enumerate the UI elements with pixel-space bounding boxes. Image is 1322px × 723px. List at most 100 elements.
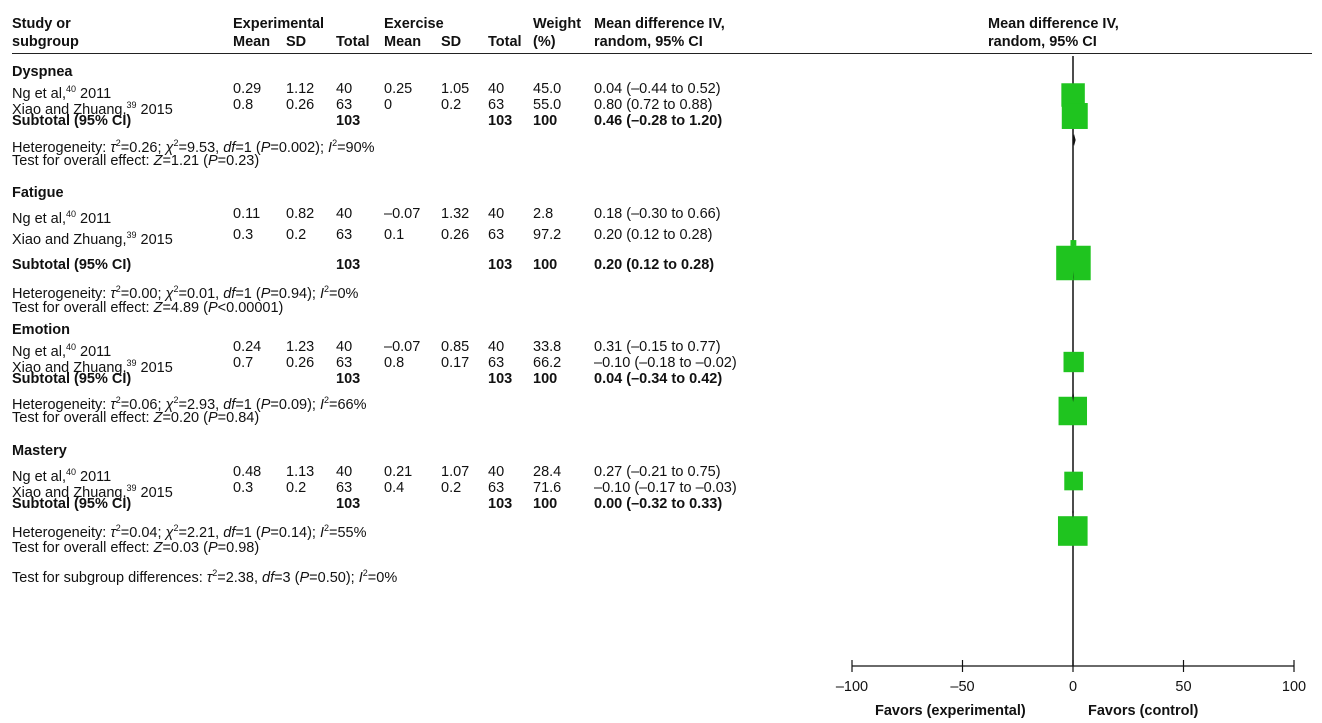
subtotal-ci: 0.46 (–0.28 to 1.20) (594, 113, 723, 129)
exp-mean: 0.7 (233, 355, 254, 371)
subtotal-exp-total: 103 (336, 257, 361, 273)
subtotal-weight: 100 (533, 113, 558, 129)
ctl-sd: 0.2 (441, 480, 462, 496)
study-label: Ng et al,40 2011 (12, 84, 112, 102)
ci-text: 0.04 (–0.44 to 0.52) (594, 81, 721, 97)
subtotal-ctl-total: 103 (488, 371, 513, 387)
study-marker (1058, 396, 1088, 426)
exp-sd: 0.26 (286, 355, 315, 371)
exp-mean: 0.48 (233, 464, 262, 480)
exp-total: 63 (336, 480, 353, 496)
subtotal-ctl-total: 103 (488, 496, 513, 512)
heterogeneity-text: Heterogeneity: τ2=0.06; χ2=2.93, df=1 (P… (12, 395, 367, 413)
header-weight-l2: (%) (533, 34, 556, 50)
header-plot-l2: random, 95% CI (988, 34, 1097, 50)
weight: 55.0 (533, 97, 562, 113)
header-exp-total: Total (336, 34, 370, 50)
exp-total: 40 (336, 81, 353, 97)
study-label: Xiao and Zhuang,39 2015 (12, 483, 173, 501)
subtotal-weight: 100 (533, 496, 558, 512)
overall-effect-text: Test for overall effect: Z=4.89 (P<0.000… (12, 300, 284, 316)
ci-text: –0.10 (–0.18 to –0.02) (594, 355, 737, 371)
subtotal-weight: 100 (533, 257, 558, 273)
study-label: Xiao and Zhuang,39 2015 (12, 100, 173, 118)
study-marker (1063, 351, 1084, 373)
header-ctl-total: Total (488, 34, 522, 50)
weight: 33.8 (533, 339, 562, 355)
exp-total: 63 (336, 227, 353, 243)
ctl-sd: 0.2 (441, 97, 462, 113)
exp-sd: 1.23 (286, 339, 315, 355)
weight: 71.6 (533, 480, 562, 496)
exp-total: 40 (336, 206, 353, 222)
x-tick-label: 0 (1069, 679, 1077, 695)
header-exp-mean: Mean (233, 34, 271, 50)
header-ctl-mean: Mean (384, 34, 422, 50)
subtotal-label: Subtotal (95% CI) (12, 496, 132, 512)
subtotal-ci: 0.20 (0.12 to 0.28) (594, 257, 715, 273)
ctl-total: 63 (488, 480, 505, 496)
ctl-sd: 1.07 (441, 464, 470, 480)
ctl-sd: 0.85 (441, 339, 470, 355)
exp-sd: 1.13 (286, 464, 315, 480)
exp-sd: 0.26 (286, 97, 315, 113)
group-title-dyspnea: Dyspnea (12, 64, 73, 80)
ctl-total: 63 (488, 227, 505, 243)
exp-sd: 0.2 (286, 227, 307, 243)
ctl-mean: 0.4 (384, 480, 405, 496)
ci-text: 0.20 (0.12 to 0.28) (594, 227, 713, 243)
subtotal-ctl-total: 103 (488, 257, 513, 273)
x-tick-label: 100 (1282, 679, 1306, 695)
group-title-emotion: Emotion (12, 322, 70, 338)
exp-mean: 0.3 (233, 227, 254, 243)
study-label: Ng et al,40 2011 (12, 342, 112, 360)
group-title-mastery: Mastery (12, 443, 67, 459)
study-label: Xiao and Zhuang,39 2015 (12, 230, 173, 248)
ci-text: 0.27 (–0.21 to 0.75) (594, 464, 721, 480)
subtotal-ctl-total: 103 (488, 113, 513, 129)
ctl-mean: 0.25 (384, 81, 413, 97)
x-axis: –100 –50 0 50 100 (836, 660, 1306, 695)
ctl-sd: 1.32 (441, 206, 470, 222)
subtotal-diamond (1072, 134, 1076, 146)
exp-mean: 0.11 (233, 206, 261, 222)
ctl-total: 40 (488, 81, 505, 97)
exp-mean: 0.8 (233, 97, 254, 113)
subtotal-label: Subtotal (95% CI) (12, 257, 132, 273)
study-marker (1061, 83, 1085, 107)
ctl-mean: –0.07 (384, 206, 421, 222)
ctl-sd: 0.17 (441, 355, 470, 371)
ctl-mean: 0 (384, 97, 393, 113)
ci-text: 0.31 (–0.15 to 0.77) (594, 339, 721, 355)
heterogeneity-text: Heterogeneity: τ2=0.00; χ2=0.01, df=1 (P… (12, 284, 359, 302)
exp-mean: 0.24 (233, 339, 262, 355)
ctl-sd: 1.05 (441, 81, 470, 97)
subtotal-exp-total: 103 (336, 113, 361, 129)
ctl-total: 40 (488, 339, 505, 355)
ctl-mean: 0.1 (384, 227, 405, 243)
header-study-l1: Study or (12, 16, 71, 32)
header-study-l2: subgroup (12, 34, 79, 50)
exp-sd: 1.12 (286, 81, 315, 97)
ci-text: 0.18 (–0.30 to 0.66) (594, 206, 721, 222)
overall-effect-text: Test for overall effect: Z=0.03 (P=0.98) (12, 540, 260, 556)
x-tick-label: –50 (950, 679, 974, 695)
header-weight-l1: Weight (533, 16, 582, 32)
subtotal-label: Subtotal (95% CI) (12, 113, 132, 129)
x-tick-label: 50 (1175, 679, 1191, 695)
header-md-l1: Mean difference IV, (594, 16, 725, 32)
weight: 97.2 (533, 227, 562, 243)
header-exp-sd: SD (286, 34, 307, 50)
weight: 66.2 (533, 355, 562, 371)
header-rule (12, 53, 1312, 54)
study-marker (1070, 240, 1077, 246)
ctl-mean: 0.8 (384, 355, 405, 371)
study-label: Ng et al,40 2011 (12, 467, 112, 485)
group-title-fatigue: Fatigue (12, 185, 64, 201)
ci-text: –0.10 (–0.17 to –0.03) (594, 480, 737, 496)
ci-text: 0.80 (0.72 to 0.88) (594, 97, 713, 113)
favors-control-label: Favors (control) (1088, 703, 1199, 719)
study-marker (1057, 516, 1088, 546)
ctl-total: 40 (488, 206, 505, 222)
